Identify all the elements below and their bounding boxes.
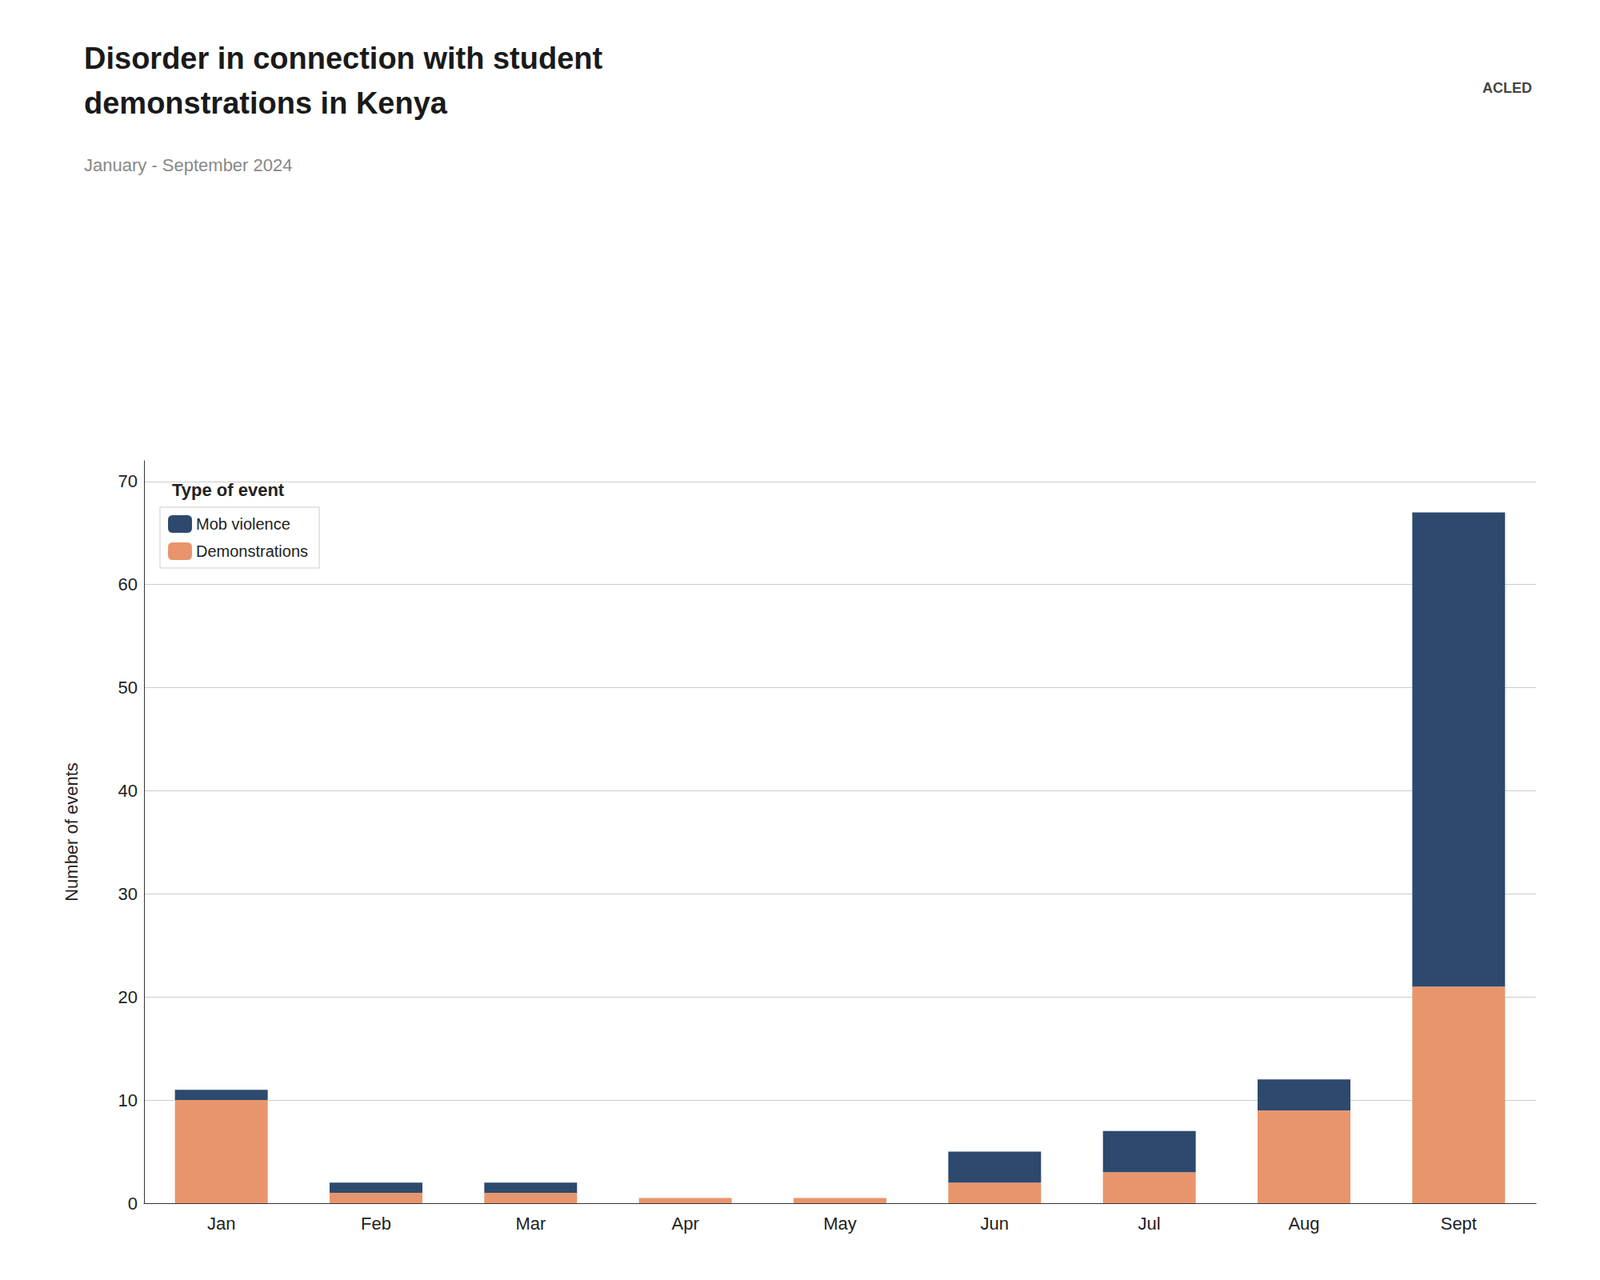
svg-text:Type of event: Type of event — [172, 480, 285, 500]
svg-text:Apr: Apr — [672, 1213, 700, 1234]
svg-text:70: 70 — [118, 471, 138, 492]
svg-text:Feb: Feb — [360, 1213, 392, 1234]
svg-text:30: 30 — [118, 884, 138, 904]
svg-text:Number of events: Number of events — [61, 762, 82, 902]
svg-text:ACLED: ACLED — [1482, 80, 1532, 96]
svg-text:0: 0 — [128, 1193, 138, 1214]
svg-text:Aug: Aug — [1288, 1213, 1320, 1234]
svg-text:40: 40 — [118, 780, 138, 801]
svg-text:Demonstrations: Demonstrations — [196, 542, 308, 560]
svg-text:50: 50 — [118, 677, 138, 698]
svg-text:January - September 2024: January - September 2024 — [84, 155, 293, 176]
svg-text:Disorder in connection with st: Disorder in connection with student — [84, 41, 603, 76]
svg-text:Mar: Mar — [515, 1213, 546, 1234]
svg-text:demonstrations in Kenya: demonstrations in Kenya — [84, 86, 448, 120]
svg-text:60: 60 — [118, 574, 138, 595]
svg-text:Jan: Jan — [207, 1213, 236, 1234]
svg-text:Jun: Jun — [980, 1213, 1009, 1234]
svg-text:20: 20 — [118, 987, 138, 1008]
svg-text:Sept: Sept — [1440, 1213, 1477, 1234]
svg-text:Mob violence: Mob violence — [196, 515, 291, 533]
svg-text:10: 10 — [118, 1090, 138, 1111]
svg-text:May: May — [823, 1213, 857, 1234]
svg-text:Jul: Jul — [1138, 1213, 1161, 1234]
